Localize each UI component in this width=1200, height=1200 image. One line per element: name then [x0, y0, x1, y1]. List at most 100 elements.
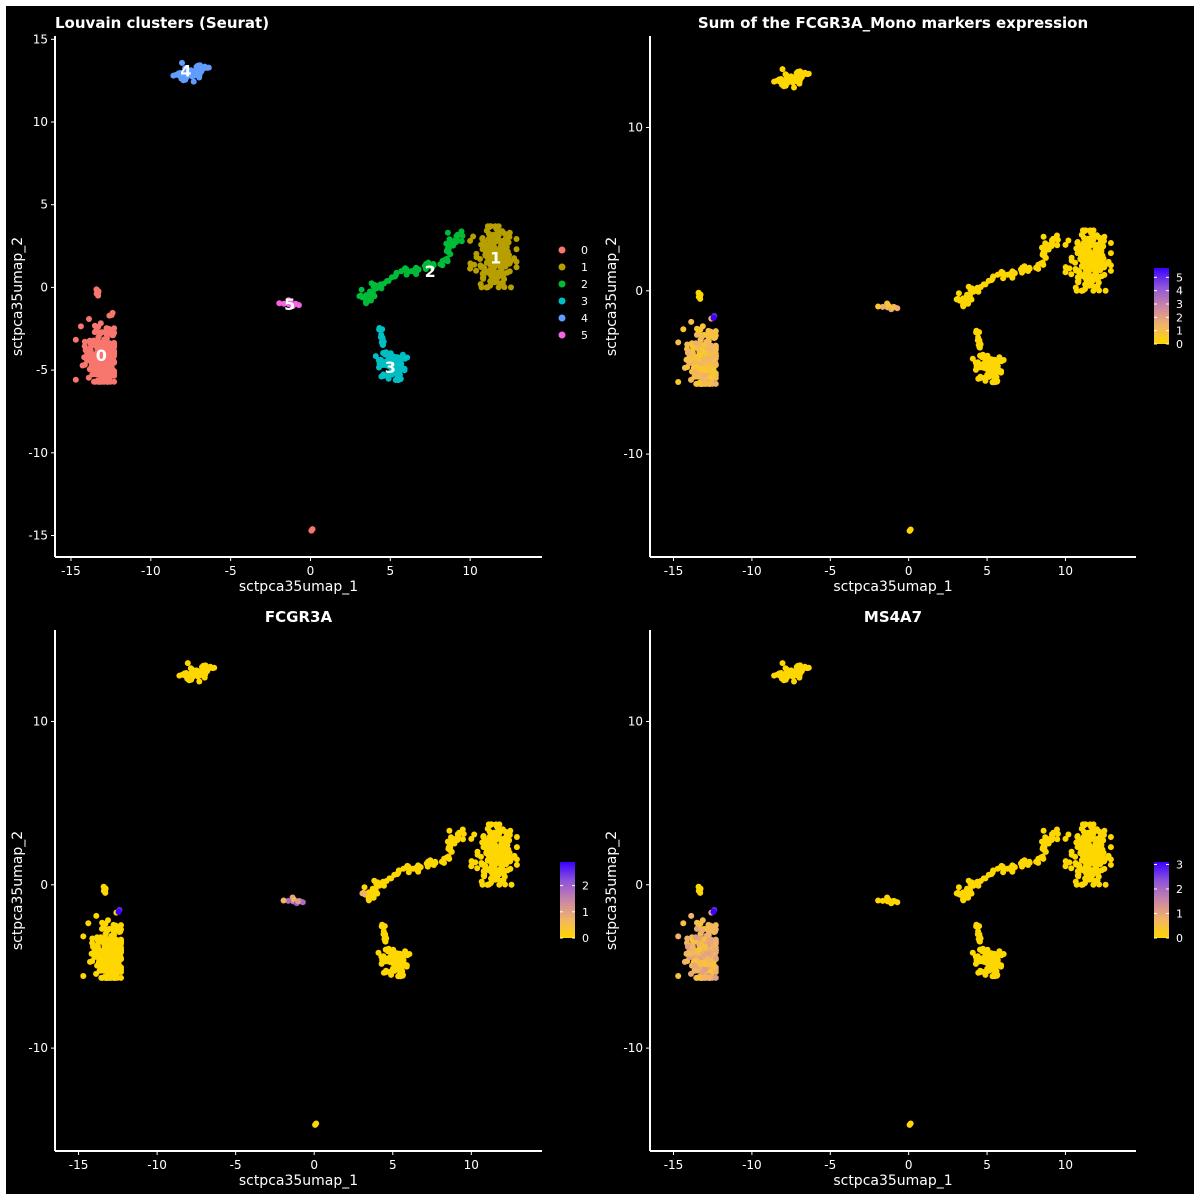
panel-fcgr3a: FCGR3A-15 -10 -5 0 5 10-10010sctpca35umap_1sc…: [10, 608, 589, 1189]
colorbar-tick-label: 2: [1176, 311, 1183, 324]
data-point: [975, 375, 982, 382]
data-point: [501, 230, 508, 237]
data-point: [1068, 865, 1075, 872]
data-point: [1072, 284, 1079, 291]
data-point: [1081, 854, 1088, 861]
data-point: [506, 268, 513, 275]
data-point: [805, 664, 812, 671]
scatter-points: [675, 66, 1114, 534]
data-point: [378, 880, 384, 887]
data-point: [291, 301, 298, 308]
data-point: [991, 365, 998, 372]
y-axis-label: sctpca35umap_2: [10, 831, 26, 950]
data-point: [80, 973, 87, 979]
data-point: [1100, 243, 1106, 250]
data-point: [196, 74, 203, 81]
data-point: [108, 365, 115, 371]
data-point: [955, 884, 962, 891]
data-point: [506, 229, 513, 236]
legend-swatch: [558, 263, 566, 271]
data-point: [491, 244, 498, 251]
data-point: [498, 862, 505, 869]
data-point: [688, 318, 695, 325]
colorbar-tick-label: 3: [1176, 858, 1183, 871]
legend-swatch: [558, 246, 566, 254]
data-point: [444, 258, 451, 265]
data-point: [511, 255, 518, 262]
data-point: [313, 1120, 320, 1127]
data-point: [501, 284, 508, 291]
data-point: [96, 962, 103, 969]
data-point: [1025, 862, 1032, 868]
data-point: [955, 296, 962, 303]
data-point: [85, 920, 92, 927]
data-point: [472, 859, 479, 866]
data-point: [508, 284, 514, 291]
data-point: [705, 974, 712, 981]
data-point: [710, 367, 717, 374]
panel-ms4a7: MS4A7-15 -10 -5 0 5 10-10010sctpca35umap_1sct…: [604, 608, 1183, 1189]
data-point: [712, 946, 719, 953]
data-point: [1007, 271, 1014, 277]
data-point: [183, 66, 190, 73]
data-point: [701, 342, 708, 349]
data-point: [77, 323, 84, 330]
data-point: [712, 375, 719, 381]
y-tick-label: 10: [628, 714, 643, 728]
data-point: [505, 837, 512, 844]
data-point: [487, 880, 494, 886]
data-point: [196, 678, 203, 685]
data-point: [692, 967, 699, 974]
panel-fcgr3a-mono-sum: Sum of the FCGR3A_Mono markers expressio…: [604, 14, 1183, 595]
data-point: [975, 969, 982, 976]
data-point: [382, 351, 389, 358]
data-point: [696, 352, 703, 359]
data-point: [1093, 261, 1100, 267]
data-point: [470, 233, 477, 240]
data-point: [369, 885, 376, 892]
chart-title: MS4A7: [864, 608, 922, 626]
data-point: [689, 943, 696, 950]
data-point: [699, 374, 706, 381]
data-point: [976, 938, 983, 945]
colorbar-gradient: [1154, 862, 1169, 938]
data-point: [377, 326, 384, 333]
data-point: [201, 674, 208, 681]
data-point: [468, 863, 475, 870]
data-point: [705, 380, 712, 387]
data-point: [81, 354, 88, 361]
data-point: [1074, 833, 1081, 840]
x-tick-label: -5: [824, 564, 836, 578]
data-point: [99, 925, 105, 932]
data-point: [691, 962, 698, 969]
data-point: [1101, 865, 1108, 872]
data-point: [496, 866, 502, 873]
data-point: [110, 974, 117, 981]
colorbar-tick-label: 2: [1176, 883, 1183, 896]
data-point: [513, 264, 520, 271]
data-point: [698, 928, 705, 934]
chart-title: FCGR3A: [265, 608, 333, 626]
data-point: [103, 378, 110, 385]
data-point: [991, 959, 998, 966]
data-point: [202, 670, 208, 676]
data-point: [488, 832, 495, 838]
data-point: [394, 362, 401, 369]
data-point: [403, 267, 410, 274]
data-point: [394, 354, 401, 361]
y-tick-label: -10: [28, 1041, 48, 1055]
data-point: [118, 974, 124, 981]
data-point: [964, 291, 970, 298]
data-point: [108, 312, 115, 318]
data-point: [979, 354, 986, 361]
y-tick-label: -10: [623, 1041, 643, 1055]
data-point: [477, 281, 484, 288]
expression-colorbar: 0 1 2 3: [1154, 858, 1183, 945]
colorbar-tick-label: 5: [1176, 271, 1183, 284]
data-point: [358, 286, 365, 293]
data-point: [276, 300, 283, 307]
data-point: [1082, 238, 1089, 244]
data-point: [295, 302, 302, 309]
data-point: [1090, 272, 1097, 279]
data-point: [1072, 853, 1079, 860]
